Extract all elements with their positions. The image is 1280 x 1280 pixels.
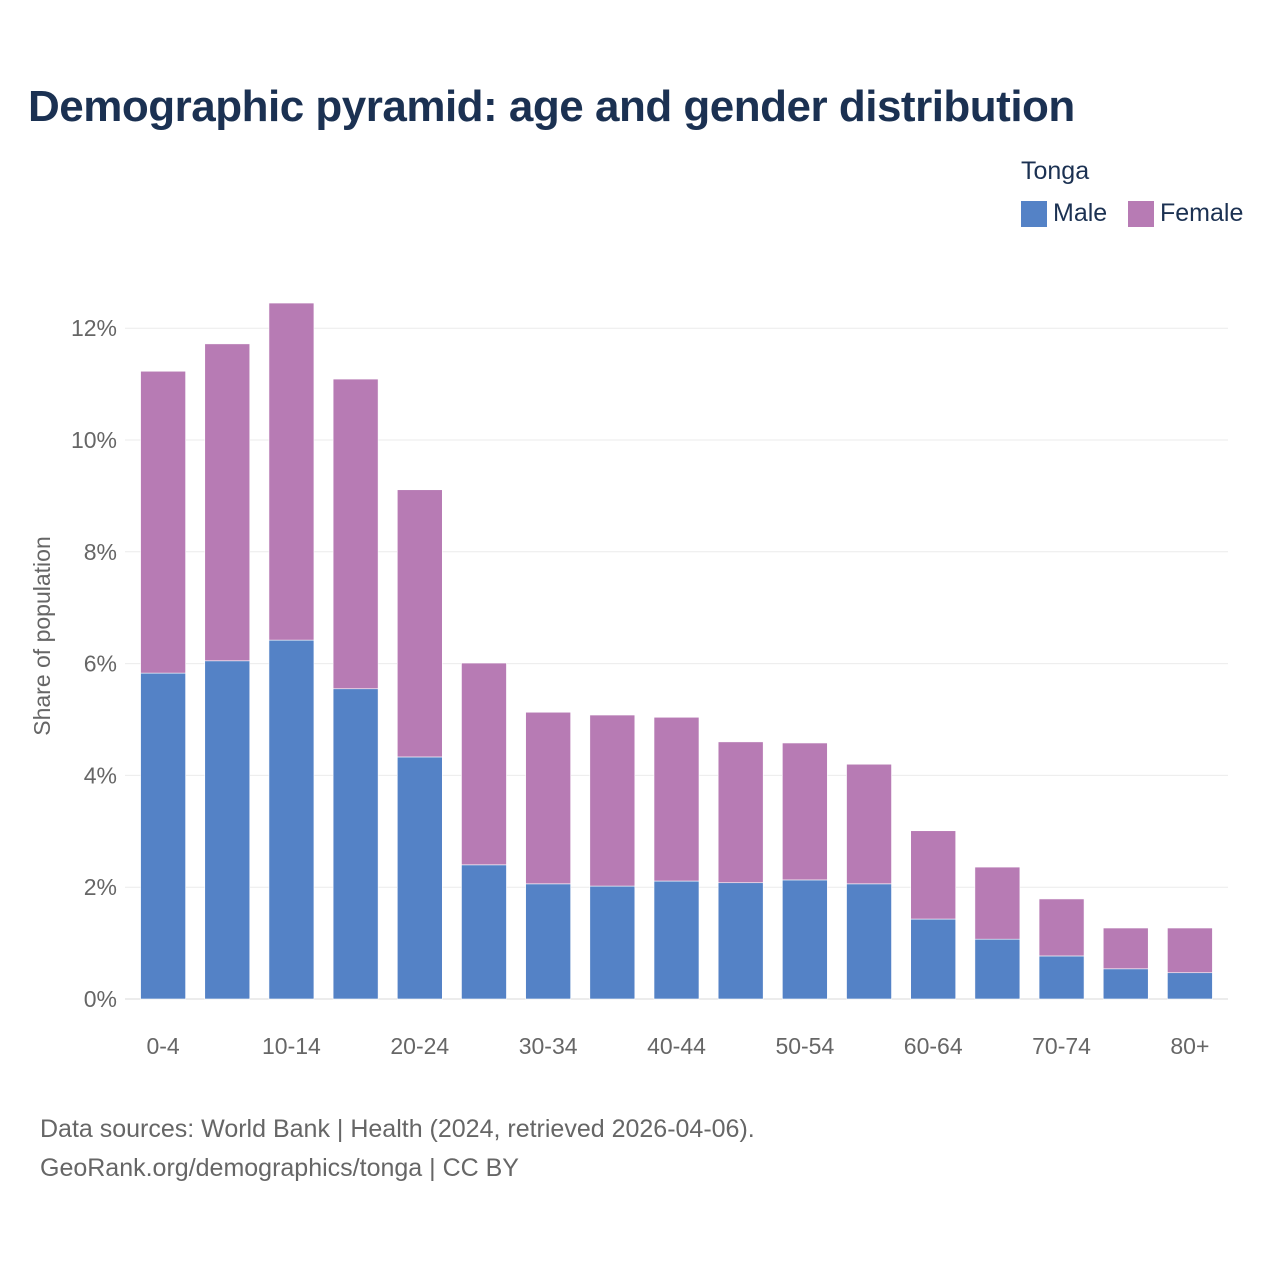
x-tick-label: 70-74 — [1032, 1033, 1091, 1059]
legend-swatch-male — [1021, 200, 1047, 227]
bar-male-25-29 — [461, 864, 507, 1000]
bar-female-40-44 — [653, 716, 700, 882]
y-tick-label: 8% — [84, 539, 117, 565]
bar-male-65-69 — [974, 938, 1021, 1000]
legend-item-male[interactable]: Male — [1021, 199, 1107, 228]
bar-male-55-59 — [846, 883, 892, 1000]
legend-label-female: Female — [1160, 199, 1244, 227]
legend-label-male: Male — [1053, 199, 1108, 227]
legend-title: Tonga — [1021, 157, 1090, 185]
bar-male-15-19 — [332, 688, 379, 1000]
bar-female-55-59 — [846, 763, 892, 885]
bar-male-45-49 — [717, 882, 764, 1000]
bar-male-80+ — [1167, 972, 1213, 1000]
chart-title: Demographic pyramid: age and gender dist… — [28, 82, 1075, 131]
bar-male-75-79 — [1102, 968, 1149, 1000]
x-tick-label: 40-44 — [647, 1033, 706, 1059]
y-tick-label: 0% — [84, 986, 117, 1012]
legend-item-female[interactable]: Female — [1128, 199, 1243, 228]
bar-male-35-39 — [589, 885, 636, 1000]
y-tick-label: 6% — [84, 651, 117, 677]
x-tick-label: 60-64 — [904, 1033, 963, 1059]
data-source-note: Data sources: World Bank | Health (2024,… — [40, 1115, 755, 1143]
bar-female-70-74 — [1038, 898, 1085, 957]
bar-female-75-79 — [1102, 927, 1149, 970]
bar-male-40-44 — [653, 880, 700, 1000]
bar-female-60-64 — [910, 830, 957, 920]
bar-male-5-9 — [204, 660, 251, 1000]
bar-male-20-24 — [396, 756, 443, 1000]
y-tick-label: 2% — [84, 874, 117, 900]
x-tick-label: 0-4 — [146, 1033, 179, 1059]
y-tick-label: 12% — [71, 315, 117, 341]
x-tick-label: 10-14 — [262, 1033, 321, 1059]
bar-female-5-9 — [204, 343, 251, 662]
bar-male-30-34 — [525, 883, 571, 1000]
source-link[interactable]: GeoRank.org/demographics/tonga | CC BY — [40, 1154, 519, 1182]
bar-female-35-39 — [589, 714, 636, 887]
bar-female-65-69 — [974, 866, 1021, 940]
x-tick-label: 20-24 — [390, 1033, 449, 1059]
y-tick-label: 10% — [71, 427, 117, 453]
bar-female-50-54 — [782, 742, 828, 881]
bar-male-50-54 — [782, 879, 828, 1000]
y-axis-label: Share of population — [29, 536, 55, 736]
bar-female-0-4 — [140, 370, 186, 674]
bar-female-10-14 — [268, 302, 315, 641]
bar-male-70-74 — [1038, 955, 1085, 1000]
bar-female-80+ — [1167, 927, 1213, 974]
bar-female-25-29 — [461, 662, 507, 866]
bar-female-45-49 — [717, 741, 764, 884]
y-tick-label: 4% — [84, 762, 117, 788]
bar-male-0-4 — [140, 672, 186, 1000]
bar-female-20-24 — [396, 489, 443, 758]
x-tick-label: 80+ — [1170, 1033, 1209, 1059]
x-tick-label: 30-34 — [519, 1033, 578, 1059]
bar-female-30-34 — [525, 711, 571, 885]
legend-swatch-female — [1128, 200, 1154, 227]
bar-male-10-14 — [268, 639, 315, 1000]
bar-male-60-64 — [910, 918, 957, 1000]
bar-female-15-19 — [332, 378, 379, 690]
x-tick-label: 50-54 — [775, 1033, 834, 1059]
